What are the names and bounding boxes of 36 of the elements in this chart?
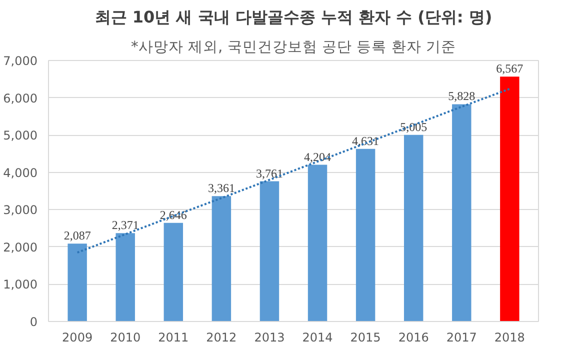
data-label: 3,361 — [208, 181, 235, 196]
x-tick-label: 2018 — [494, 330, 525, 344]
x-tick-label: 2010 — [110, 330, 141, 344]
y-tick-label: 4,000 — [3, 166, 38, 180]
data-label: 2,087 — [64, 228, 91, 243]
x-tick-label: 2011 — [158, 330, 189, 344]
x-tick-label: 2013 — [254, 330, 285, 344]
x-tick-label: 2017 — [446, 330, 477, 344]
x-tick-label: 2009 — [62, 330, 93, 344]
data-label: 6,567 — [496, 62, 524, 76]
bar — [164, 222, 184, 322]
y-tick-label: 6,000 — [3, 91, 38, 106]
x-tick-label: 2015 — [350, 330, 381, 344]
y-tick-label: 3,000 — [3, 203, 38, 218]
data-label: 2,371 — [112, 218, 139, 232]
chart-title: 최근 10년 새 국내 다발골수종 누적 환자 수 (단위: 명) — [94, 8, 492, 26]
bar — [260, 181, 280, 322]
y-tick-label: 7,000 — [3, 54, 38, 68]
chart-subtitle: *사망자 제외, 국민건강보험 공단 등록 환자 기준 — [131, 38, 456, 56]
x-tick-label: 2016 — [398, 330, 429, 344]
y-tick-label: 0 — [30, 315, 38, 329]
y-tick-label: 5,000 — [3, 128, 38, 143]
data-label: 5,828 — [448, 89, 476, 104]
x-tick-label: 2012 — [206, 330, 237, 344]
y-tick-label: 2,000 — [3, 240, 38, 254]
x-tick-label: 2014 — [302, 330, 333, 344]
bar — [116, 233, 135, 322]
bar — [452, 104, 472, 322]
bar — [212, 196, 232, 322]
bar — [68, 244, 87, 322]
y-tick-label: 1,000 — [3, 278, 38, 292]
bar — [308, 164, 328, 322]
bar — [356, 148, 376, 322]
data-label: 3,761 — [256, 166, 283, 180]
bar — [404, 134, 424, 322]
bar — [500, 76, 520, 322]
